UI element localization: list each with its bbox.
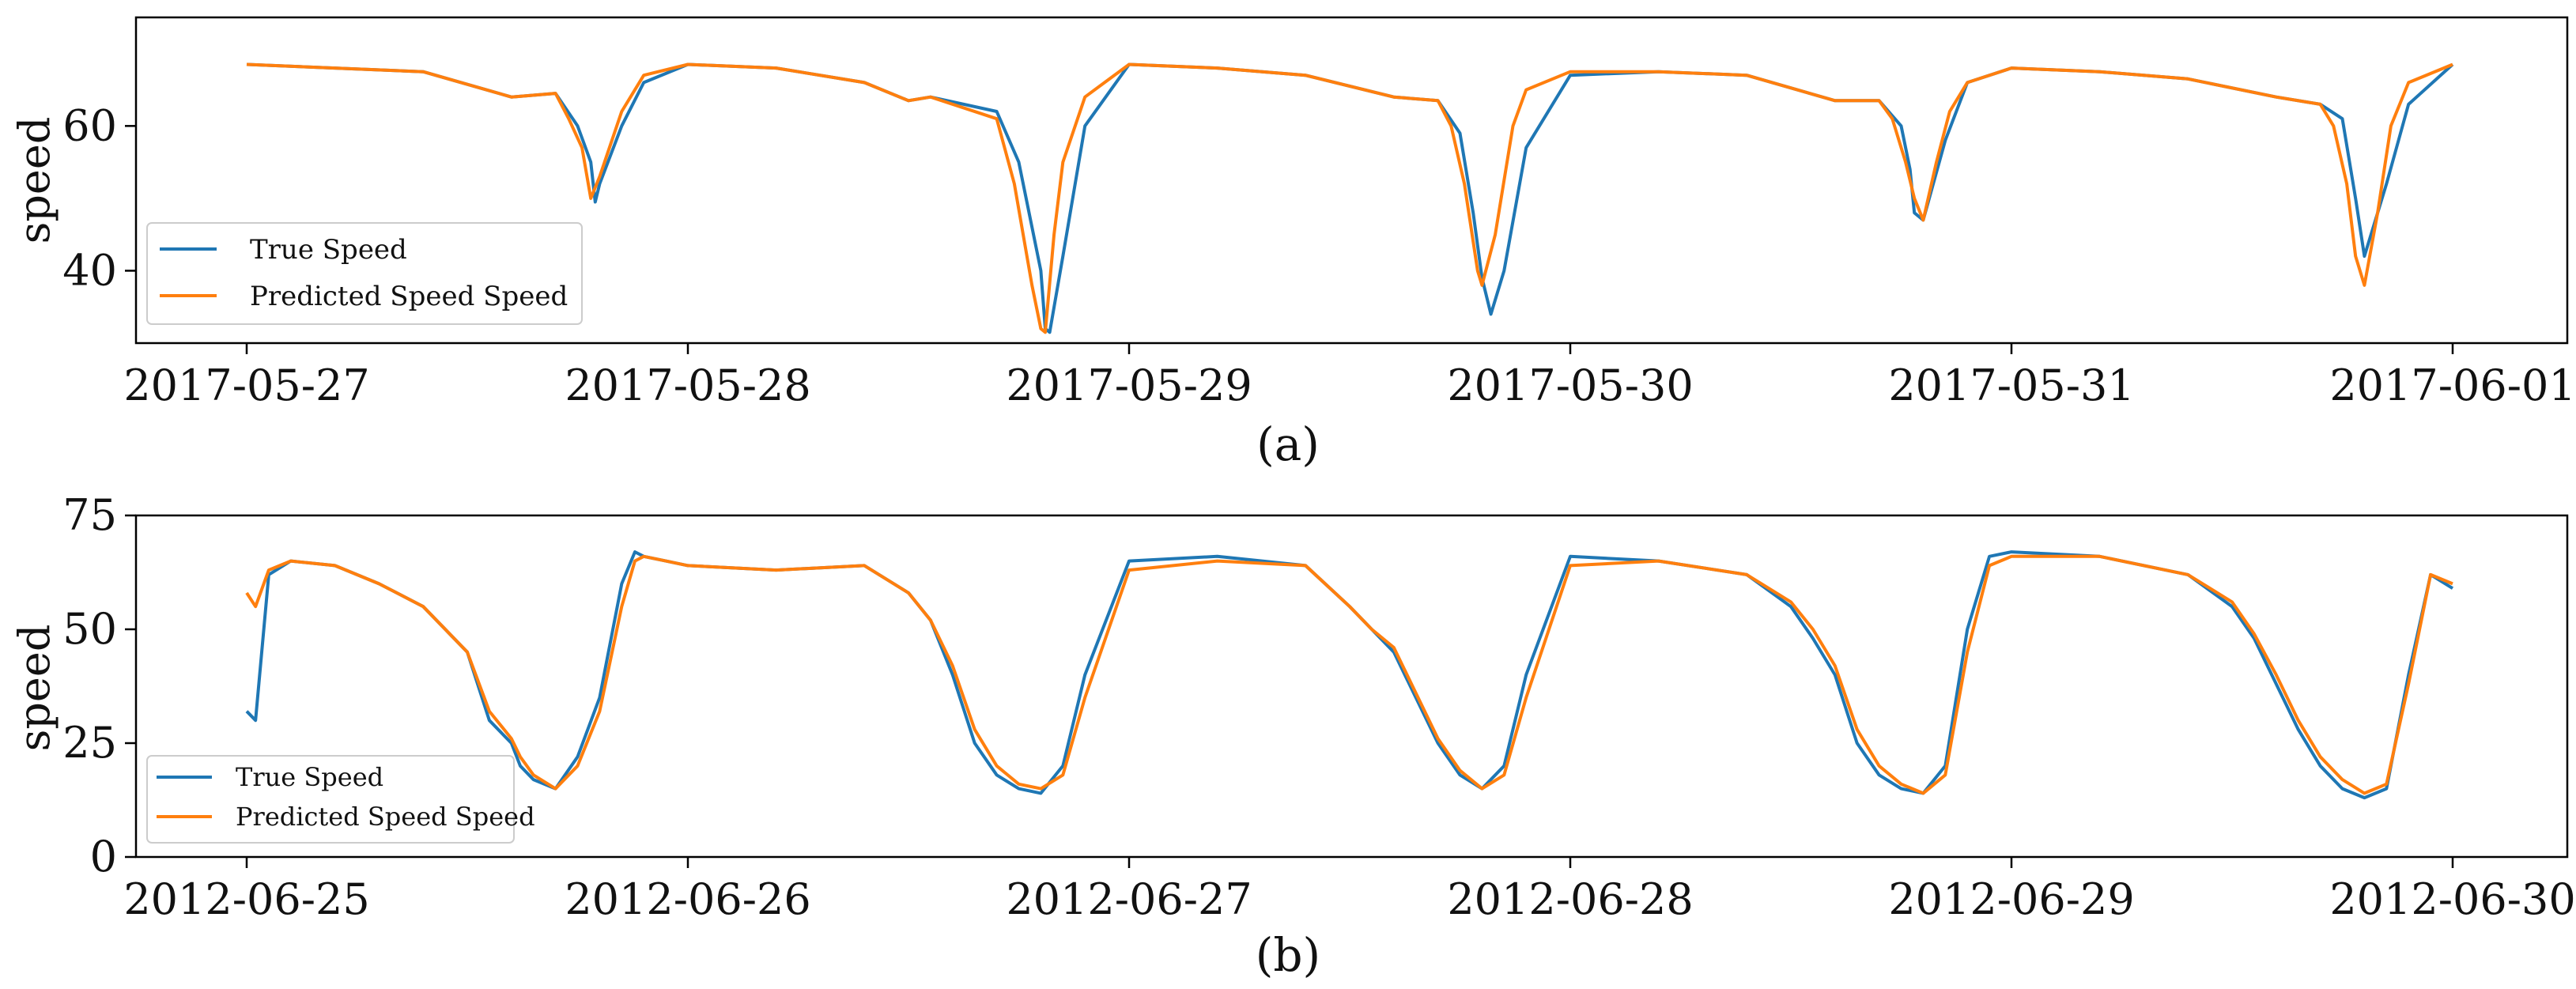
x-tick-label: 2012-06-27 xyxy=(1006,874,1252,924)
y-tick-label: 0 xyxy=(90,832,117,881)
x-tick-label: 2017-05-27 xyxy=(123,360,369,410)
x-tick-label: 2017-05-31 xyxy=(1888,360,2134,410)
x-ticks-b: 2012-06-25 2012-06-26 2012-06-27 2012-06-28… xyxy=(123,857,2576,924)
y-tick-label: 75 xyxy=(62,490,117,540)
y-axis-label-a: speed xyxy=(9,117,59,244)
caption-a: (a) xyxy=(1256,417,1320,471)
legend-label-pred-b: Predicted Speed Speed xyxy=(236,802,535,832)
legend-b: True Speed Predicted Speed Speed xyxy=(146,755,535,844)
plot-frame-a xyxy=(134,16,2569,345)
legend-a: True Speed Predicted Speed Speed xyxy=(146,222,583,325)
legend-label-true-b: True Speed xyxy=(236,762,383,792)
x-tick-label: 2017-05-28 xyxy=(565,360,810,410)
y-tick-label: 60 xyxy=(62,100,117,150)
y-ticks-a: 40 60 xyxy=(62,100,136,295)
legend-box-b xyxy=(146,755,515,844)
legend-label-pred-a: Predicted Speed Speed xyxy=(250,281,568,312)
x-tick-label: 2017-05-30 xyxy=(1447,360,1693,410)
caption-b: (b) xyxy=(1256,928,1320,982)
x-tick-label: 2017-06-01 xyxy=(2329,360,2575,410)
legend-box-a xyxy=(146,222,583,325)
legend-label-true-a: True Speed xyxy=(250,234,407,266)
y-ticks-b: 0 25 50 75 xyxy=(62,490,136,881)
y-tick-label: 50 xyxy=(62,604,117,654)
x-tick-label: 2012-06-25 xyxy=(123,874,369,924)
y-tick-label: 40 xyxy=(62,245,117,295)
series-line-predicted-speed-a xyxy=(246,62,2453,334)
series-line-true-speed-b xyxy=(245,550,2454,800)
x-tick-label: 2012-06-29 xyxy=(1888,874,2134,924)
x-tick-label: 2017-05-29 xyxy=(1006,360,1252,410)
x-ticks-a: 2017-05-27 2017-05-28 2017-05-29 2017-05-30… xyxy=(123,343,2576,410)
x-tick-label: 2012-06-28 xyxy=(1447,874,1693,924)
series-group-b xyxy=(245,550,2454,800)
y-axis-label-b: speed xyxy=(9,625,59,752)
y-tick-label: 25 xyxy=(62,718,117,768)
series-group-a xyxy=(246,62,2454,334)
x-tick-label: 2012-06-26 xyxy=(565,874,810,924)
series-line-predicted-speed-b xyxy=(245,554,2453,795)
plot-frame-b xyxy=(134,514,2569,859)
x-tick-label: 2012-06-30 xyxy=(2329,874,2575,924)
